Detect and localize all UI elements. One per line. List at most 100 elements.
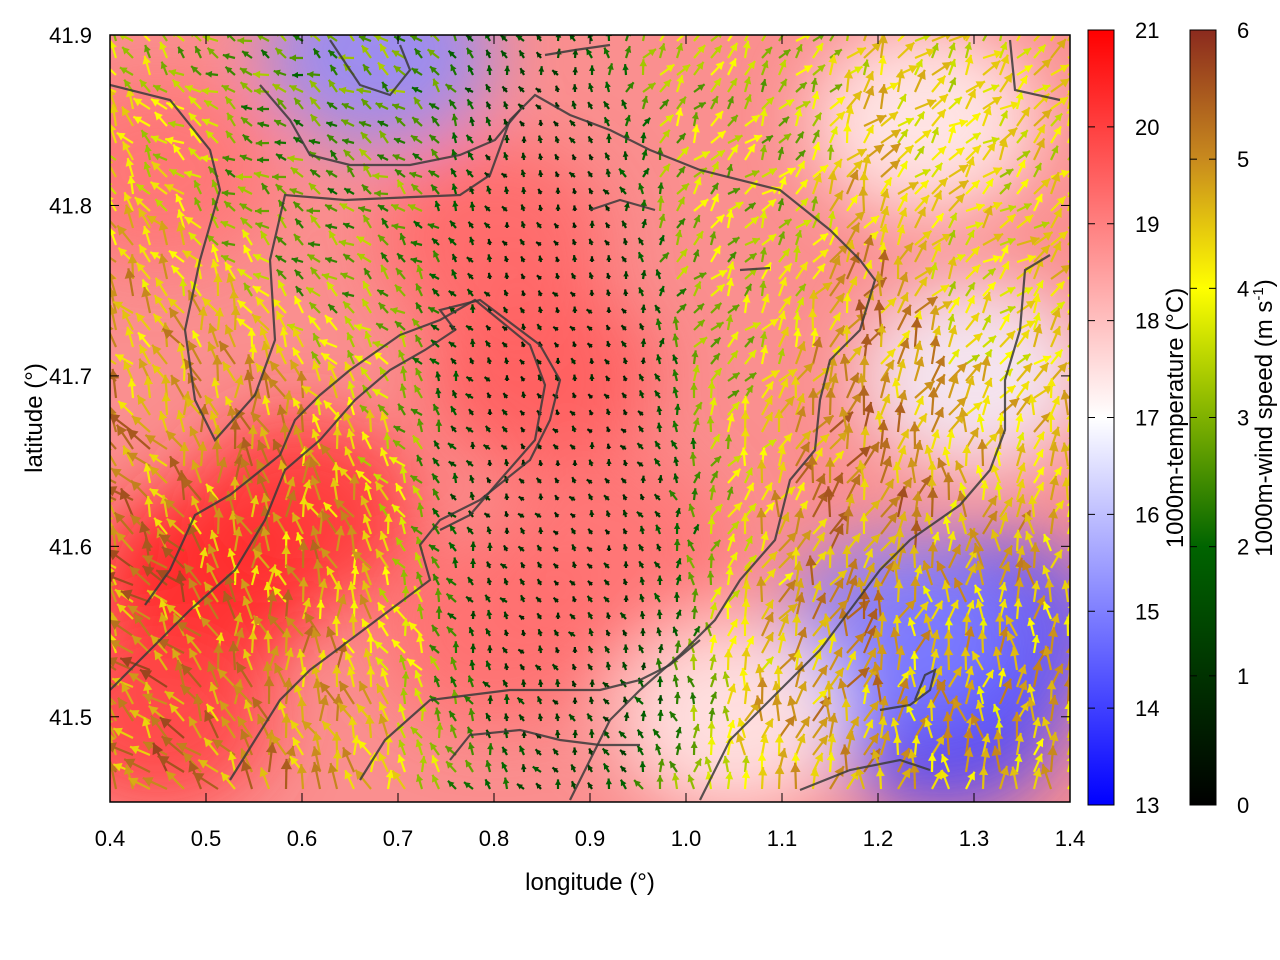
wind-arrow — [206, 47, 219, 59]
wind-arrow — [451, 183, 458, 195]
wind-arrow — [999, 168, 1014, 178]
wind-arrow — [675, 557, 682, 569]
wind-arrow — [794, 733, 806, 756]
wind-arrow — [272, 438, 287, 467]
wind-arrow — [110, 440, 117, 450]
wind-arrow — [795, 178, 809, 195]
wind-arrow — [572, 697, 578, 705]
wind-arrow — [619, 779, 627, 790]
wind-arrow — [958, 407, 969, 433]
wind-arrow — [312, 47, 321, 59]
wind-arrow — [1033, 123, 1046, 144]
wind-arrow — [486, 561, 492, 569]
wind-arrow — [129, 709, 151, 722]
wind-arrow — [311, 413, 322, 433]
wind-arrow — [672, 420, 679, 433]
wind-arrow — [794, 340, 806, 365]
wind-arrow — [554, 729, 561, 739]
wind-arrow — [242, 648, 254, 671]
wind-arrow — [991, 745, 1002, 773]
wind-arrow — [223, 200, 236, 212]
wind-arrow — [625, 81, 635, 93]
wind-arrow — [469, 659, 476, 671]
wind-arrow — [659, 113, 675, 127]
wind-arrow — [283, 390, 294, 416]
wind-arrow — [659, 163, 671, 178]
wind-arrow — [144, 144, 152, 161]
wind-arrow — [242, 595, 254, 620]
wind-arrow — [795, 482, 806, 501]
wind-arrow — [569, 512, 576, 519]
wind-arrow — [913, 340, 923, 365]
wind-arrow — [588, 628, 594, 637]
wind-arrow — [220, 716, 236, 739]
wind-arrow — [296, 764, 307, 790]
wind-arrow — [948, 212, 958, 229]
wind-arrow — [1050, 35, 1056, 42]
wind-arrow — [980, 356, 991, 382]
wind-arrow — [587, 580, 593, 586]
wind-arrow — [922, 585, 933, 603]
wind-arrow — [742, 755, 750, 773]
wind-arrow — [1016, 353, 1032, 365]
wind-arrow — [292, 71, 304, 79]
wind-arrow — [1050, 125, 1062, 144]
wind-arrow — [586, 595, 593, 603]
wind-arrow — [998, 41, 1008, 59]
wind-arrow — [200, 154, 219, 163]
wind-arrow — [880, 128, 902, 144]
wind-arrow — [117, 697, 134, 722]
wind-arrow — [794, 508, 805, 535]
wind-arrow — [948, 35, 969, 43]
wind-arrow — [982, 335, 997, 348]
wind-arrow — [623, 357, 629, 365]
wind-arrow — [121, 309, 134, 331]
wind-arrow — [141, 554, 168, 569]
wind-arrow — [241, 229, 253, 246]
wind-arrow — [451, 113, 459, 127]
wind-arrow — [486, 392, 492, 399]
wind-arrow — [587, 493, 594, 501]
wind-arrow — [343, 187, 355, 195]
wind-arrow — [341, 291, 355, 298]
wind-arrow — [1050, 77, 1070, 93]
wind-arrow — [232, 684, 253, 705]
wind-arrow — [910, 651, 919, 671]
wind-arrow — [829, 646, 843, 671]
wind-arrow — [940, 753, 951, 773]
wind-arrow — [1014, 753, 1023, 773]
wind-arrow — [795, 716, 811, 739]
wind-arrow — [205, 703, 219, 722]
wind-arrow — [552, 596, 559, 603]
wind-arrow — [553, 240, 559, 247]
wind-arrow — [863, 441, 880, 467]
wind-arrow — [291, 346, 304, 365]
wind-arrow — [407, 203, 423, 213]
wind-arrow — [710, 503, 724, 518]
wind-arrow — [812, 42, 824, 59]
wind-arrow — [822, 613, 832, 637]
wind-arrow — [604, 239, 610, 246]
wind-arrow — [794, 626, 808, 654]
wind-arrow — [1015, 494, 1026, 518]
wind-arrow — [294, 218, 304, 229]
wind-arrow — [274, 139, 287, 146]
wind-arrow — [428, 169, 440, 178]
wind-arrow — [693, 44, 706, 59]
wind-arrow — [761, 631, 775, 654]
wind-arrow — [710, 110, 724, 127]
wind-arrow — [284, 476, 296, 501]
wind-arrow — [947, 229, 956, 246]
wind-arrow — [177, 46, 185, 59]
wind-arrow — [812, 518, 828, 535]
wind-arrow — [325, 223, 338, 230]
wind-arrow — [181, 391, 192, 416]
wind-arrow — [224, 324, 237, 348]
wind-arrow — [982, 201, 1003, 213]
wind-arrow — [158, 410, 169, 433]
wind-arrow — [845, 650, 857, 671]
wind-arrow — [110, 681, 117, 688]
wind-arrow — [846, 632, 866, 654]
wind-arrow — [606, 307, 612, 314]
wind-arrow — [431, 507, 440, 518]
